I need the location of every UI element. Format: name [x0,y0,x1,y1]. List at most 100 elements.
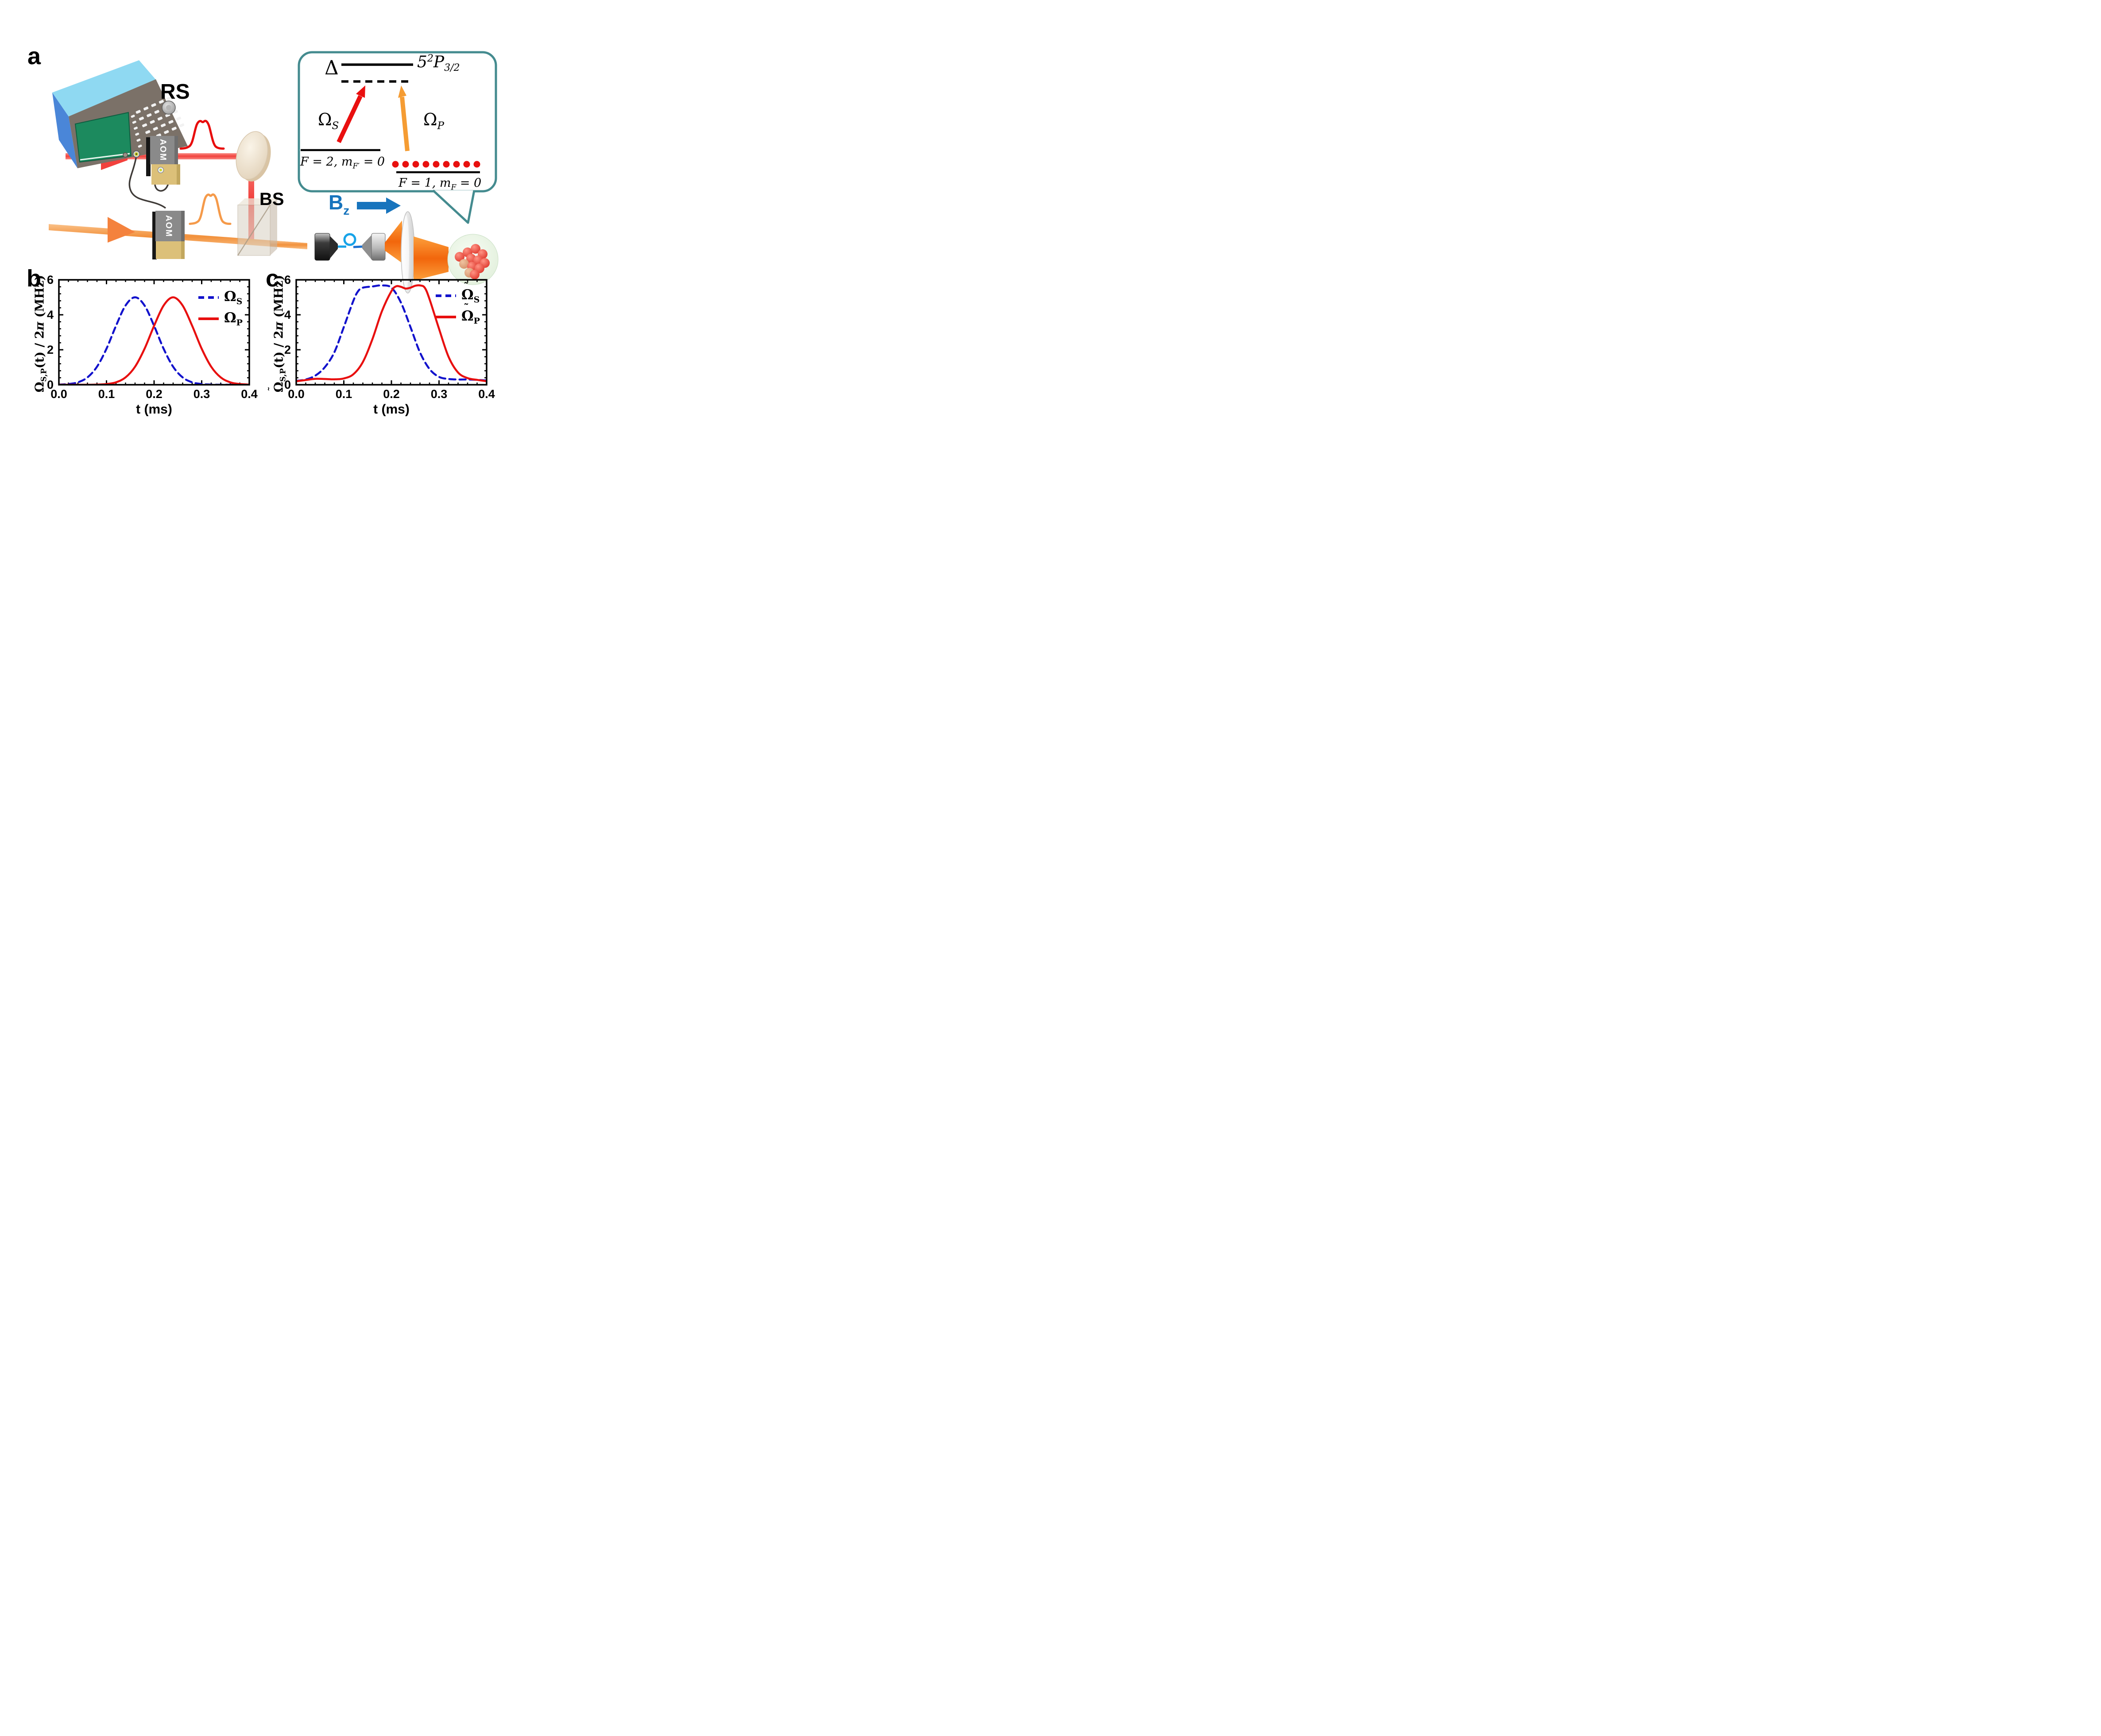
aom-lower-base-side [181,241,185,259]
legend-base: Ω [461,308,474,324]
rs-knob-center [166,105,171,110]
series-Omega_P_tilde [296,284,487,383]
optical-fiber [338,233,363,248]
chart-b-legend: ΩS ΩP [198,287,243,329]
charts-layer: 0.0 0.1 0.2 0.3 0.4 0 2 4 6 0.0 0.1 0.2 0.3 0.4 0 2 4 6 [47,273,495,401]
legend-line-sample-dashed [198,296,219,299]
population-dot [412,161,419,168]
panel-c-label: c [266,265,279,292]
x-tick-label: 0.1 [336,387,352,401]
y-tick-label: 4 [47,308,54,321]
diverging-beam-cone [385,220,402,263]
pump-arrow [398,85,410,151]
population-dot [433,161,440,168]
aom-upper-label: AOM [158,139,167,162]
rs-button [142,123,147,128]
population-dot [392,161,399,168]
rs-button [143,106,149,111]
y-tick-label: 6 [47,273,54,286]
ylabel-b-symbol: Ω [33,382,46,392]
excited-letter: P [433,53,445,71]
legend-sub: P [473,316,480,326]
panel-a-label: a [27,43,41,70]
bz-label: Bz [329,190,349,218]
chart-b: 0.0 0.1 0.2 0.3 0.4 0 2 4 6 [47,273,258,401]
rs-soft-key [132,120,136,124]
aom-upper-connector-pin [159,169,162,171]
atom-cloud [447,234,499,285]
omega-p-base: Ω [423,110,437,129]
legend-base: Ω [224,309,236,326]
ylabel-c-sub: S,P [279,368,288,382]
y-tick-label: 4 [284,308,291,321]
legend-sub: S [236,297,243,307]
aom-lower-body [155,211,181,241]
f1-post: = 0 [456,176,482,190]
chart-b-ylabel: ΩS,P(t) / 2π (MHz) [33,272,48,396]
legend-line-sample-solid [198,317,219,320]
converging-beam-cone [414,236,449,281]
f2-post: = 0 [360,155,385,169]
ylabel-b-base: Ω [33,382,47,393]
population-dot [463,161,470,168]
ground-f1-label: F = 1, mF = 0 [399,176,481,192]
chart-c-xlabel: t (ms) [373,402,410,417]
legend-sub: S [473,295,480,305]
legend-symbol: ˜ ΩS [461,280,480,305]
lens [401,211,415,294]
rs-button [173,110,178,114]
omega-s-sub: S [332,120,339,132]
orange-beam-arrowhead [108,217,135,243]
rs-soft-key [135,132,139,136]
rs-button [179,123,185,128]
bz-field-arrow [357,197,401,214]
ylabel-b-sub: S,P [39,368,49,382]
rs-left-face [52,93,77,168]
x-tick-label: 0.3 [431,387,448,401]
f2-pre: F = 2, m [300,155,353,169]
chart-c-legend: ˜ ΩS ˜ ΩP [436,280,480,328]
rs-soft-key [134,127,138,130]
fiber-coupler-right [362,233,386,261]
omega-s-label: ΩS [318,110,339,132]
omega-p-label: ΩP [423,110,444,132]
y-tick-label: 2 [47,343,54,356]
ylabel-b-unit: (MHz) [33,275,47,322]
series-Omega_S_tilde [296,284,487,382]
red-pulse-shape [181,121,224,149]
rs-button [145,130,151,134]
setup-diagram [49,51,499,294]
y-tick-label: 0 [284,378,291,391]
orange-pulse-shape [190,194,230,224]
rs-button [166,96,172,101]
rs-soft-key [131,115,135,118]
atom [455,252,464,262]
ylabel-c-pi: π [272,321,286,331]
aom-upper-side [174,136,178,164]
f1-pre: F = 1, m [399,176,451,190]
rs-output-connector-left [132,150,140,158]
legend-row: ˜ ΩS [436,280,480,306]
legend-tilde: ˜ [464,280,469,293]
population-dot [453,161,460,168]
ground-f2-label: F = 2, mF′ = 0 [300,155,385,170]
chart-c: 0.0 0.1 0.2 0.3 0.4 0 2 4 6 [284,273,495,401]
legend-line-sample-solid [436,316,456,318]
panel-b-label: b [27,265,41,292]
ylabel-c-unit: (MHz) [272,275,286,322]
aom-lower-base [156,241,181,259]
population-dots [392,161,480,168]
legend-base: Ω [224,288,236,305]
ylabel-b-mid: (t) / 2 [33,330,47,368]
omega-p-sub: P [437,120,444,132]
legend-row: ΩS [198,287,243,308]
ylabel-c-mid: (t) / 2 [272,330,286,368]
aom-lower-label: AOM [164,215,173,238]
rf-cable-to-lower-aom [128,155,166,209]
bz-base: B [329,191,344,214]
rs-screen-highlight [80,153,130,161]
y-tick-label: 6 [284,273,291,286]
rs-button [147,113,152,117]
aom-lower-aperture [152,212,157,259]
excited-sub: 3/2 [444,62,460,74]
